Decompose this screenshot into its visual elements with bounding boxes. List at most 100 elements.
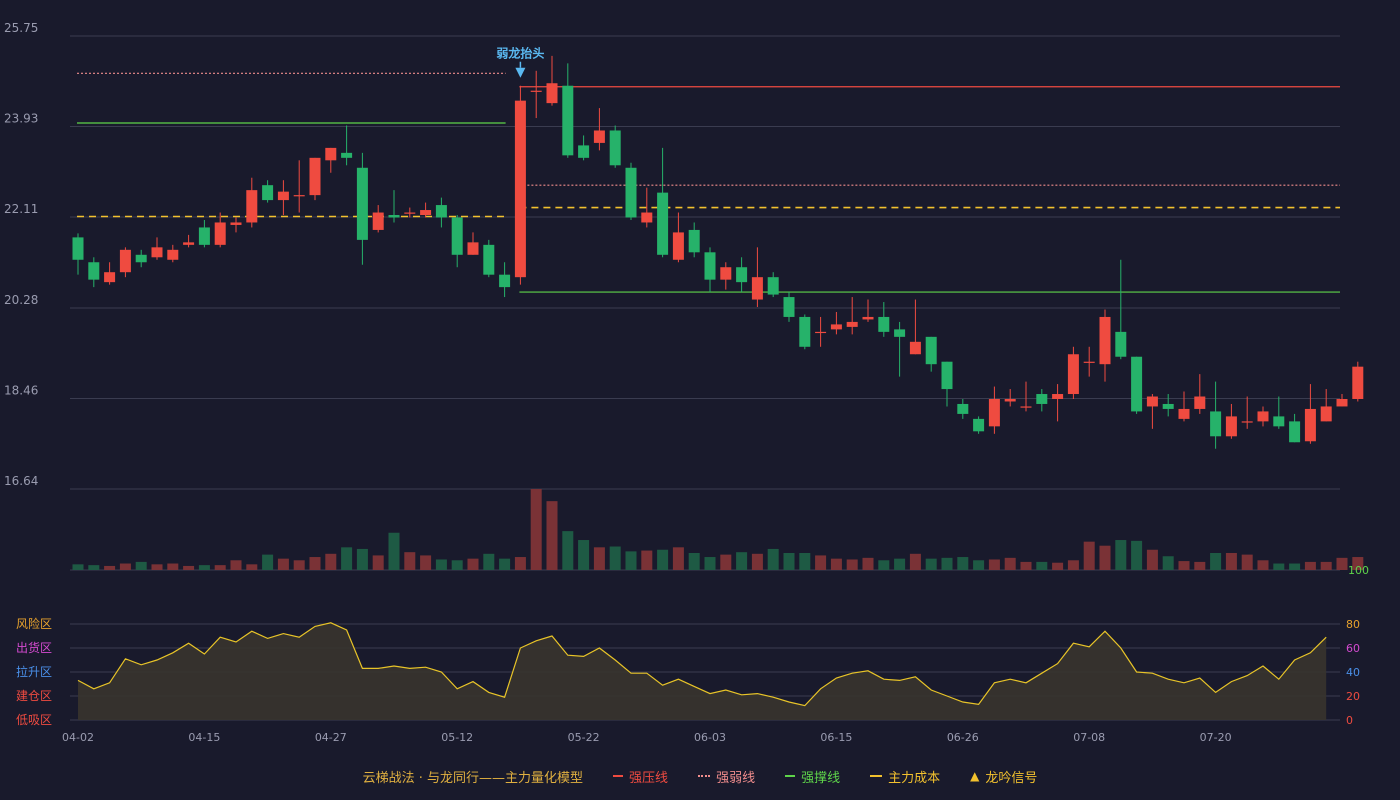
- zone-label: 出货区: [16, 640, 52, 655]
- candle-body: [1289, 421, 1301, 443]
- volume-bar: [1178, 561, 1190, 570]
- candle: [1225, 403, 1237, 439]
- candle: [625, 162, 637, 220]
- candle: [167, 244, 179, 263]
- date-tick-label: 04-02: [62, 731, 94, 744]
- signal-arrow-icon: [515, 67, 526, 78]
- volume-bar: [151, 564, 163, 570]
- volume-bar: [1099, 545, 1111, 570]
- candle-body: [767, 277, 779, 295]
- volume-bar: [593, 547, 605, 570]
- candle-body: [230, 222, 242, 225]
- candle-body: [88, 262, 100, 280]
- volume-bar: [246, 564, 258, 570]
- candle: [451, 215, 463, 268]
- candle: [1099, 309, 1111, 382]
- candle-body: [625, 167, 637, 218]
- candle: [641, 187, 653, 228]
- candle: [1115, 259, 1127, 360]
- candle-body: [151, 247, 163, 258]
- volume-bar: [293, 560, 305, 570]
- candle-body: [704, 252, 716, 280]
- candle: [1241, 396, 1253, 429]
- legend-label-weak: 强弱线: [716, 770, 756, 786]
- volume-bar: [578, 540, 590, 570]
- candle-body: [799, 316, 811, 347]
- date-tick-label: 05-22: [568, 731, 600, 744]
- volume-bar: [388, 532, 400, 570]
- volume-bar: [1304, 561, 1316, 570]
- candle-body: [198, 227, 210, 245]
- candle-body: [1304, 408, 1316, 442]
- candle-body: [688, 229, 700, 253]
- candle: [230, 217, 242, 233]
- price-tick-label: 22.11: [4, 202, 38, 216]
- volume-bar: [815, 555, 827, 570]
- candle: [704, 247, 716, 293]
- candle-body: [878, 316, 890, 332]
- candle: [483, 239, 495, 278]
- date-tick-label: 07-20: [1200, 731, 1232, 744]
- candle-body: [941, 361, 953, 390]
- legend-item-signal[interactable]: ▲ 龙吟信号: [970, 767, 1037, 786]
- candle-body: [530, 90, 542, 92]
- candle: [467, 232, 479, 255]
- volume-bars: 100: [72, 489, 1369, 577]
- candle: [894, 321, 906, 377]
- volume-bar: [1210, 552, 1222, 570]
- date-tick-label: 05-12: [441, 731, 473, 744]
- volume-bar: [878, 560, 890, 570]
- volume-bar: [356, 548, 368, 570]
- candle-body: [1241, 421, 1253, 423]
- candle: [293, 160, 305, 213]
- candle: [1304, 384, 1316, 444]
- candle: [277, 180, 289, 216]
- candle-body: [372, 212, 384, 230]
- price-axis: 25.75 23.93 22.11 20.28 18.46 16.64: [4, 21, 38, 488]
- candles: [72, 55, 1364, 449]
- candle-body: [1083, 361, 1095, 363]
- candle-body: [736, 267, 748, 283]
- candle-body: [293, 195, 305, 197]
- candle: [925, 336, 937, 372]
- candle: [657, 147, 669, 258]
- legend-label-pressure: 强压线: [629, 770, 669, 786]
- candle-body: [1115, 331, 1127, 357]
- legend-label-cost: 主力成本: [888, 770, 941, 786]
- candle-body: [167, 249, 179, 260]
- candle: [356, 152, 368, 265]
- candle-body: [1178, 408, 1190, 419]
- candle: [957, 398, 969, 419]
- legend-item-pressure[interactable]: 强压线: [613, 767, 668, 786]
- date-axis: 04-02 04-15 04-27 05-12 05-22 06-03 06-15 06-26…: [62, 731, 1232, 744]
- candle: [720, 262, 732, 290]
- candle-body: [751, 277, 763, 300]
- candle: [530, 70, 542, 119]
- volume-bar: [751, 553, 763, 570]
- date-tick-label: 06-03: [694, 731, 726, 744]
- candle-body: [1036, 394, 1048, 404]
- legend-item-weak[interactable]: 强弱线: [698, 767, 755, 786]
- candle-body: [435, 205, 447, 218]
- volume-bar: [783, 552, 795, 570]
- candle-body: [483, 244, 495, 275]
- candle: [1083, 346, 1095, 377]
- price-tick-label: 20.28: [4, 293, 38, 307]
- candle-body: [862, 316, 874, 320]
- level-lines: [77, 72, 1340, 293]
- volume-bar: [1273, 563, 1285, 570]
- legend-item-support[interactable]: 强撑线: [785, 767, 840, 786]
- candle: [325, 147, 337, 173]
- pressure-line-icon: [613, 775, 624, 777]
- candle: [1162, 394, 1174, 417]
- candle: [578, 135, 590, 161]
- volume-bar: [167, 563, 179, 570]
- candle: [514, 85, 526, 285]
- candle-body: [277, 191, 289, 201]
- legend-item-cost[interactable]: 主力成本: [870, 767, 940, 786]
- candle: [151, 237, 163, 260]
- candle-body: [325, 147, 337, 161]
- grid-lines: [70, 35, 1340, 721]
- volume-bar: [341, 547, 353, 570]
